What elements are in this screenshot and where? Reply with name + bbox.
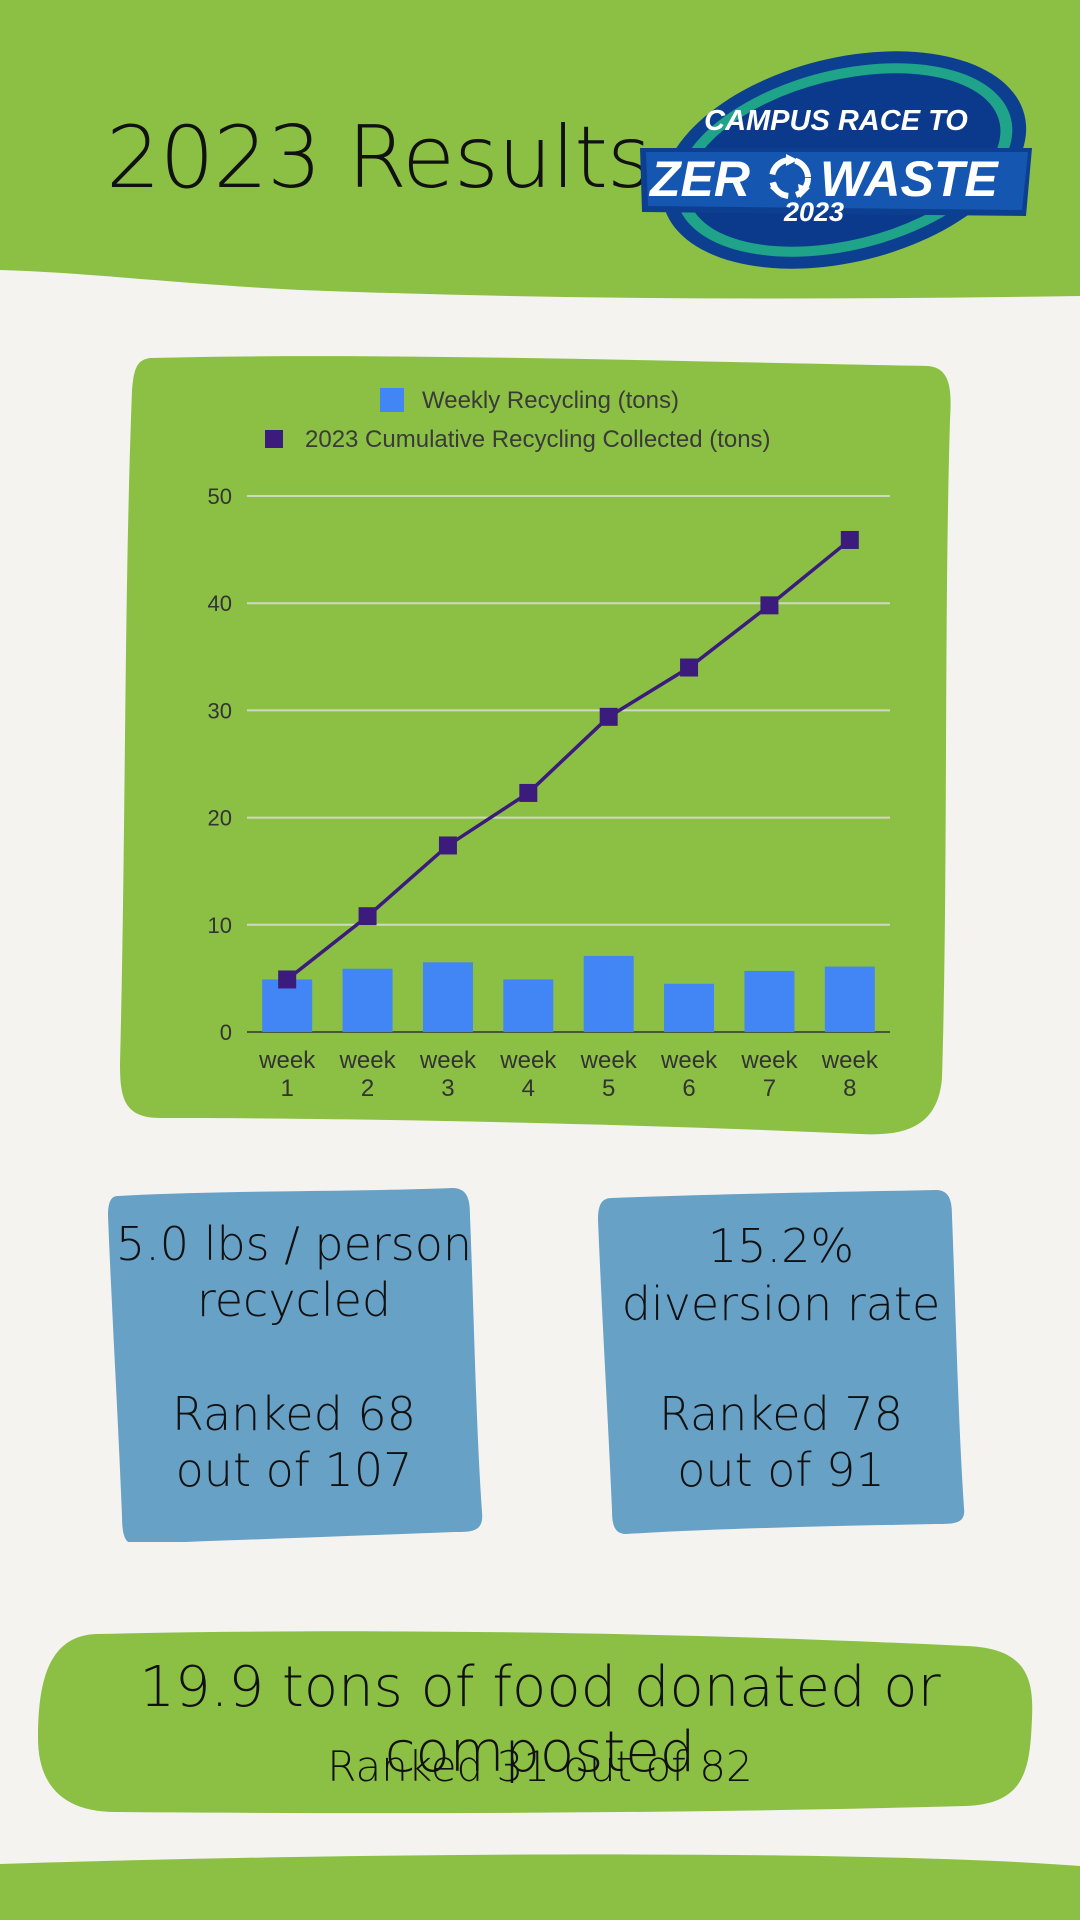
chart-panel-blob xyxy=(120,356,951,1135)
cumulative-point-5 xyxy=(599,707,618,726)
x-tick-label: week 8 xyxy=(821,1047,879,1102)
x-tick-label: week 3 xyxy=(419,1047,477,1102)
cumulative-line xyxy=(286,538,851,981)
stat-diversion-rank-total: out of 91 xyxy=(677,1443,885,1497)
bar-8 xyxy=(824,966,875,1032)
y-tick-label: 30 xyxy=(208,698,232,723)
food-panel xyxy=(38,1631,1033,1814)
food-rank: Ranked 31 out of 82 xyxy=(327,1742,753,1791)
cumulative-point-7 xyxy=(760,596,779,615)
bar-3 xyxy=(422,962,473,1032)
y-axis-ticks: 0 10 20 30 40 50 xyxy=(208,484,232,1045)
cumulative-point-3 xyxy=(438,836,457,855)
x-tick-label: week 7 xyxy=(740,1047,798,1102)
cumulative-point-8 xyxy=(840,530,859,549)
legend-label-cumulative: 2023 Cumulative Recycling Collected (ton… xyxy=(305,426,771,453)
recycle-icon xyxy=(769,154,811,199)
logo-line1: CAMPUS RACE TO xyxy=(704,105,968,137)
y-tick-label: 0 xyxy=(220,1020,232,1045)
stat-diversion-label: diversion rate xyxy=(621,1277,941,1331)
logo-waste: WASTE xyxy=(820,151,999,207)
x-axis-ticks: week 1 week 2 week 3 week 4 week 5 week 6 week 7 week 8 xyxy=(258,1047,879,1102)
y-tick-label: 40 xyxy=(208,591,232,616)
x-tick-label: week 5 xyxy=(580,1047,638,1102)
food-stat: 19.9 tons of food donated or composted xyxy=(139,1655,941,1785)
legend-swatch-weekly xyxy=(380,388,404,412)
legend-label-weekly: Weekly Recycling (tons) xyxy=(422,387,679,414)
x-tick-label: week 2 xyxy=(339,1047,397,1102)
bar-5 xyxy=(583,955,634,1032)
bar-2 xyxy=(342,968,393,1032)
stat-per-person-rank: Ranked 68 xyxy=(172,1387,416,1441)
footer-band xyxy=(0,1854,1080,1920)
campus-race-to-zero-waste-logo: CAMPUS RACE TO ZER WASTE 2023 xyxy=(640,51,1032,269)
cumulative-point-6 xyxy=(680,658,699,677)
bar-4 xyxy=(503,979,554,1032)
stat-per-person-label: recycled xyxy=(196,1273,392,1327)
bar-7 xyxy=(744,970,795,1032)
x-tick-label: week 6 xyxy=(660,1047,718,1102)
logo-year: 2023 xyxy=(783,197,844,227)
x-tick-label: week 1 xyxy=(258,1047,316,1102)
cumulative-point-1 xyxy=(278,970,297,989)
bar-6 xyxy=(664,983,715,1032)
stat-card-per-person: 5.0 lbs / person recycled Ranked 68 out … xyxy=(104,1186,484,1542)
logo-zero: ZER xyxy=(648,151,750,207)
stat-diversion-value: 15.2% xyxy=(707,1219,855,1273)
y-tick-label: 10 xyxy=(208,913,232,938)
cumulative-point-2 xyxy=(358,907,377,926)
legend-swatch-cumulative xyxy=(265,430,283,448)
stat-per-person-value: 5.0 lbs / person xyxy=(115,1217,473,1271)
bar-series xyxy=(262,955,875,1032)
y-tick-label: 20 xyxy=(208,806,232,831)
cumulative-point-4 xyxy=(519,783,538,802)
stat-diversion-rank: Ranked 78 xyxy=(659,1387,903,1441)
stat-per-person-rank-total: out of 107 xyxy=(175,1443,413,1497)
page-title: 2023 Results xyxy=(106,108,652,208)
stat-card-diversion: 15.2% diversion rate Ranked 78 out of 91 xyxy=(596,1188,966,1534)
x-tick-label: week 4 xyxy=(499,1047,557,1102)
line-series xyxy=(278,530,859,989)
chart-legend: Weekly Recycling (tons) 2023 Cumulative … xyxy=(265,387,771,453)
y-tick-label: 50 xyxy=(208,484,232,509)
